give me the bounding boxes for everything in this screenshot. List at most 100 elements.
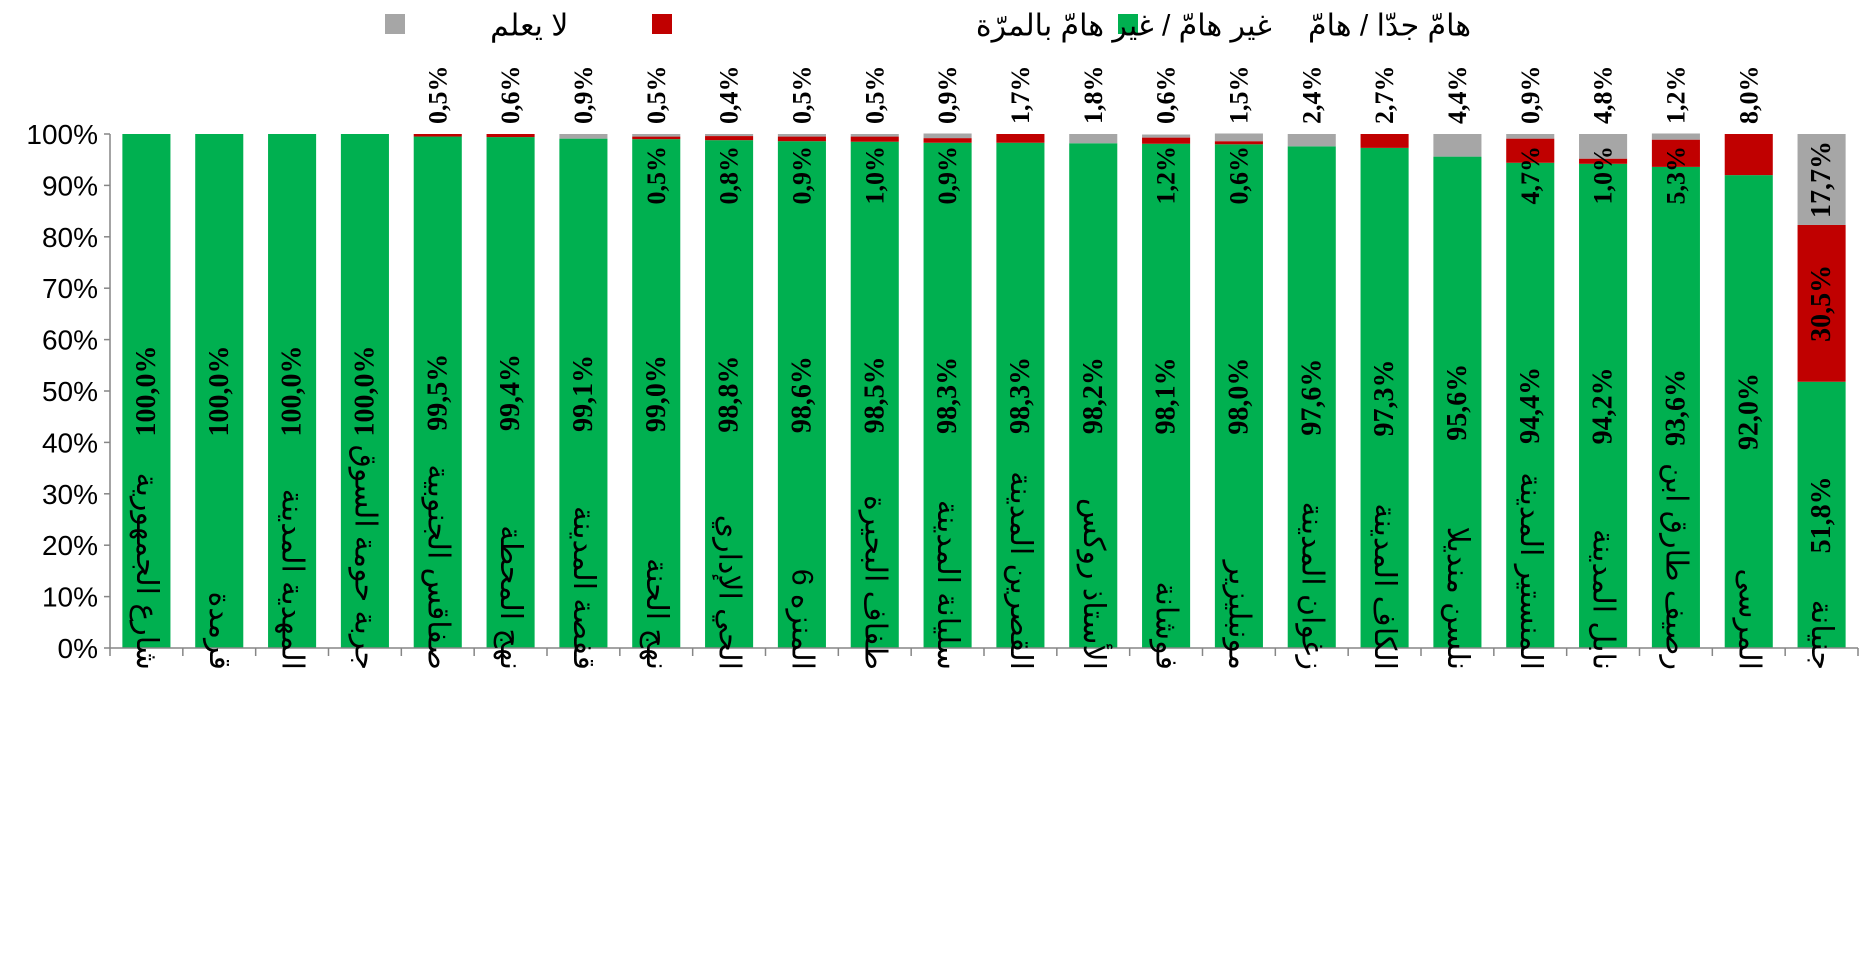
data-label-green: 98,3% xyxy=(1005,357,1036,434)
bar-segment-2 xyxy=(705,136,754,141)
x-category-label: الأستاذ روكس xyxy=(1076,498,1114,670)
bar-segment-2 xyxy=(486,134,535,138)
data-label-green: 100,0% xyxy=(131,346,162,437)
x-category-label: شارع الجمهورية xyxy=(129,473,163,670)
bar-segment-1 xyxy=(268,134,317,648)
legend-swatch-2 xyxy=(652,14,672,34)
legend-swatch-3 xyxy=(385,14,405,34)
bar-segment-1 xyxy=(122,134,171,648)
bar-segment-2 xyxy=(996,134,1045,143)
x-category-label: نلسن منديلا xyxy=(1441,527,1474,670)
y-tick-label: 40% xyxy=(42,427,98,458)
x-category-label: رصيف طارق ابن xyxy=(1659,463,1692,670)
legend-label-3: لا يعلم xyxy=(490,10,568,44)
data-labels-group: 100,0% 100,0% 100,0% 100,0% 99,5% 0,5% 99,4% 0,… xyxy=(131,66,1837,554)
bar-segment-3 xyxy=(1797,134,1846,225)
data-label-green: 100,0% xyxy=(204,346,235,437)
bar-segment-1 xyxy=(1069,143,1118,648)
bar-segment-1 xyxy=(195,134,244,648)
data-label-green: 100,0% xyxy=(277,346,308,437)
data-label-red: 1,0% xyxy=(860,146,889,205)
bar-segment-3 xyxy=(632,134,681,137)
bar-segment-1 xyxy=(340,134,389,648)
data-label-green: 99,0% xyxy=(641,355,672,432)
data-label-red: 0,5% xyxy=(423,66,452,125)
x-category-label: المرسى xyxy=(1732,568,1765,670)
data-label-grey: 4,4% xyxy=(1443,66,1472,125)
data-label-green: 94,4% xyxy=(1515,367,1546,444)
bar-segment-2 xyxy=(1797,224,1846,382)
bar-segment-2 xyxy=(1214,141,1263,145)
data-label-green: 97,3% xyxy=(1369,359,1400,436)
bar-segment-1 xyxy=(1142,143,1191,649)
x-category-label: فوشانة xyxy=(1150,581,1183,670)
bar-segment-1 xyxy=(1360,147,1409,649)
bar-segment-1 xyxy=(1214,144,1263,648)
bar-segment-3 xyxy=(1214,133,1263,142)
x-category-label: سليانة المدينة xyxy=(931,500,964,670)
bar-segment-3 xyxy=(850,134,899,137)
x-category-label: قفصة المدينة xyxy=(567,506,600,670)
data-label-red: 1,0% xyxy=(1589,146,1618,205)
bar-segment-3 xyxy=(1579,134,1628,159)
bar-segment-2 xyxy=(850,136,899,142)
data-label-grey: 0,4% xyxy=(715,66,744,125)
x-category-label: جربة حومة السوق xyxy=(348,445,381,670)
data-label-red: 5,3% xyxy=(1661,146,1690,205)
bar-segment-2 xyxy=(632,136,681,140)
data-label-grey: 0,9% xyxy=(933,66,962,125)
data-label-red: 1,2% xyxy=(1152,146,1181,205)
legend: هامّ جدّا / هامّ غير هامّ / غير هامّ بالم… xyxy=(385,10,1471,44)
bar-segment-3 xyxy=(1506,134,1555,139)
data-label-grey: 4,8% xyxy=(1589,66,1618,125)
x-category-label: الكاف المدينة xyxy=(1368,503,1401,670)
x-axis: شارع الجمهورية قرمدة المهدية المدينة جربة ح… xyxy=(109,445,1859,670)
bar-segment-1 xyxy=(1724,175,1773,648)
bar-segment-1 xyxy=(777,141,826,649)
data-label-green: 100,0% xyxy=(349,346,380,437)
y-tick-label: 70% xyxy=(42,273,98,304)
x-category-label: القصرين المدينة xyxy=(1004,471,1037,670)
bar-segment-2 xyxy=(1651,139,1700,167)
data-label-grey: 17,7% xyxy=(1806,141,1837,218)
data-label-green: 94,2% xyxy=(1588,367,1619,444)
y-tick-label: 30% xyxy=(42,479,98,510)
data-label-red: 0,9% xyxy=(933,146,962,205)
legend-label-1: هامّ جدّا / هامّ xyxy=(1308,10,1471,43)
data-label-green: 99,5% xyxy=(422,354,453,431)
data-label-green: 98,5% xyxy=(859,356,890,433)
data-label-green: 92,0% xyxy=(1733,373,1764,450)
data-label-red: 0,6% xyxy=(496,66,525,125)
bar-segment-1 xyxy=(1506,162,1555,648)
x-category-label: مونبليزير xyxy=(1222,559,1255,670)
data-label-red: 1,7% xyxy=(1006,66,1035,125)
bar-segment-2 xyxy=(1724,134,1773,176)
bar-segment-3 xyxy=(1433,134,1482,157)
x-category-label: زغوان المدينة xyxy=(1295,502,1328,670)
bar-segment-1 xyxy=(705,140,754,648)
data-label-grey: 0,9% xyxy=(569,66,598,125)
bar-segment-3 xyxy=(1287,134,1336,147)
y-tick-label: 0% xyxy=(58,633,98,664)
y-tick-label: 20% xyxy=(42,530,98,561)
bar-segment-1 xyxy=(1433,156,1482,648)
bar-segment-2 xyxy=(1579,158,1628,164)
data-label-grey: 0,6% xyxy=(1152,66,1181,125)
bar-segment-1 xyxy=(413,136,462,648)
bar-segment-2 xyxy=(777,136,826,142)
x-category-label: جنيانة xyxy=(1805,600,1838,670)
data-label-green: 98,0% xyxy=(1223,358,1254,435)
x-category-label: المنستير المدينة xyxy=(1514,472,1547,670)
data-label-green: 99,4% xyxy=(495,354,526,431)
data-label-green: 97,6% xyxy=(1296,359,1327,436)
legend-swatch-1 xyxy=(1118,14,1138,34)
x-category-label: نابل المدينة xyxy=(1587,529,1620,670)
data-label-red: 0,5% xyxy=(642,146,671,205)
data-label-red: 8,0% xyxy=(1734,66,1763,125)
y-tick-label: 50% xyxy=(42,376,98,407)
bar-segment-2 xyxy=(1506,138,1555,163)
data-label-red: 4,7% xyxy=(1516,146,1545,205)
bar-segment-1 xyxy=(559,138,608,648)
bar-segment-3 xyxy=(923,133,972,139)
y-tick-label: 60% xyxy=(42,325,98,356)
